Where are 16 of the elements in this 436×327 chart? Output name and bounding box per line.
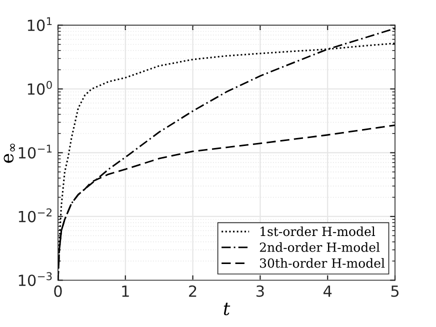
- x-axis-title: t: [224, 302, 230, 316]
- x-tick-label: 5: [391, 286, 399, 297]
- x-tick-label: 0: [54, 285, 62, 297]
- y-tick-label: 10$^{0}$: [28, 80, 52, 95]
- x-tick-label: 2: [189, 285, 196, 297]
- legend-label: 1st-order H-model: [260, 226, 376, 236]
- x-tick-label: 3: [256, 285, 264, 297]
- legend-label: 2nd-order H-model: [260, 242, 380, 252]
- x-tick-label: 4: [323, 286, 332, 297]
- y-tick-label: 10$^{1}$: [28, 17, 52, 32]
- y-axis-title: e$_{∞}$: [4, 144, 15, 163]
- y-tick-label: 10$^{−1}$: [18, 144, 52, 159]
- legend-label: 30th-order H-model: [260, 258, 385, 268]
- y-tick-label: 10$^{−2}$: [18, 208, 52, 222]
- y-tick-label: 10$^{−3}$: [18, 272, 52, 286]
- x-tick-label: 1: [122, 286, 129, 297]
